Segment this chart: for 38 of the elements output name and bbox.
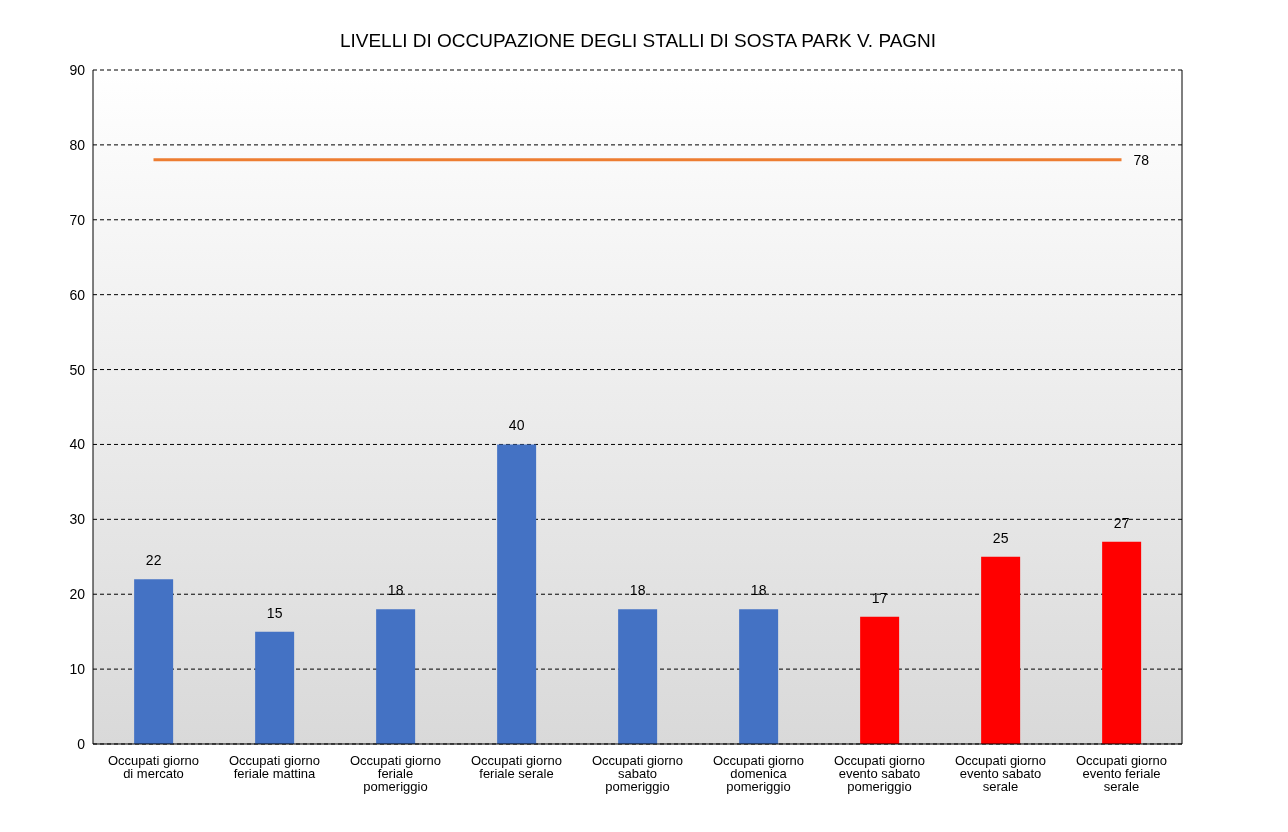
y-tick-label: 40 bbox=[69, 436, 86, 453]
y-tick-label: 10 bbox=[69, 661, 86, 678]
y-tick-label: 0 bbox=[77, 735, 86, 752]
data-label: 15 bbox=[266, 604, 283, 621]
bar bbox=[497, 444, 537, 744]
bar bbox=[134, 579, 174, 744]
data-label: 25 bbox=[992, 529, 1009, 546]
bar bbox=[739, 609, 779, 744]
data-label: 18 bbox=[629, 582, 646, 599]
y-tick-label: 80 bbox=[69, 136, 86, 153]
x-tick-label: Occupati giorno feriale pomeriggio bbox=[349, 753, 442, 795]
x-tick-label: Occupati giorno sabato pomeriggio bbox=[591, 753, 684, 795]
x-tick-label: Occupati giorno evento sabato serale bbox=[954, 753, 1047, 795]
y-tick-label: 30 bbox=[69, 511, 86, 528]
bar bbox=[981, 556, 1021, 744]
x-tick-label: Occupati giorno feriale mattina bbox=[228, 753, 321, 782]
y-tick-label: 90 bbox=[69, 61, 86, 78]
x-tick-label: Occupati giorno di mercato bbox=[107, 753, 200, 782]
y-tick-label: 60 bbox=[69, 286, 86, 303]
bar bbox=[860, 616, 900, 744]
bar bbox=[618, 609, 658, 744]
y-tick-label: 70 bbox=[69, 211, 86, 228]
data-label: 18 bbox=[387, 582, 404, 599]
y-tick-label: 50 bbox=[69, 361, 86, 378]
data-label: 18 bbox=[750, 582, 767, 599]
data-label: 27 bbox=[1113, 514, 1130, 531]
x-tick-label: Occupati giorno feriale serale bbox=[470, 753, 563, 782]
bar bbox=[1102, 541, 1142, 744]
x-tick-label: Occupati giorno evento feriale serale bbox=[1075, 753, 1168, 795]
chart-title: LIVELLI DI OCCUPAZIONE DEGLI STALLI DI SOSTA PARK V. PAGNI bbox=[339, 30, 937, 51]
y-tick-label: 20 bbox=[69, 586, 86, 603]
data-label: 40 bbox=[508, 417, 525, 434]
x-tick-label: Occupati giorno evento sabato pomeriggio bbox=[833, 753, 926, 795]
bar bbox=[376, 609, 416, 744]
data-label: 22 bbox=[145, 552, 162, 569]
ref-line-label: 78 bbox=[1133, 151, 1150, 168]
bar bbox=[255, 631, 295, 744]
x-tick-label: Occupati giorno domenica pomeriggio bbox=[712, 753, 805, 795]
